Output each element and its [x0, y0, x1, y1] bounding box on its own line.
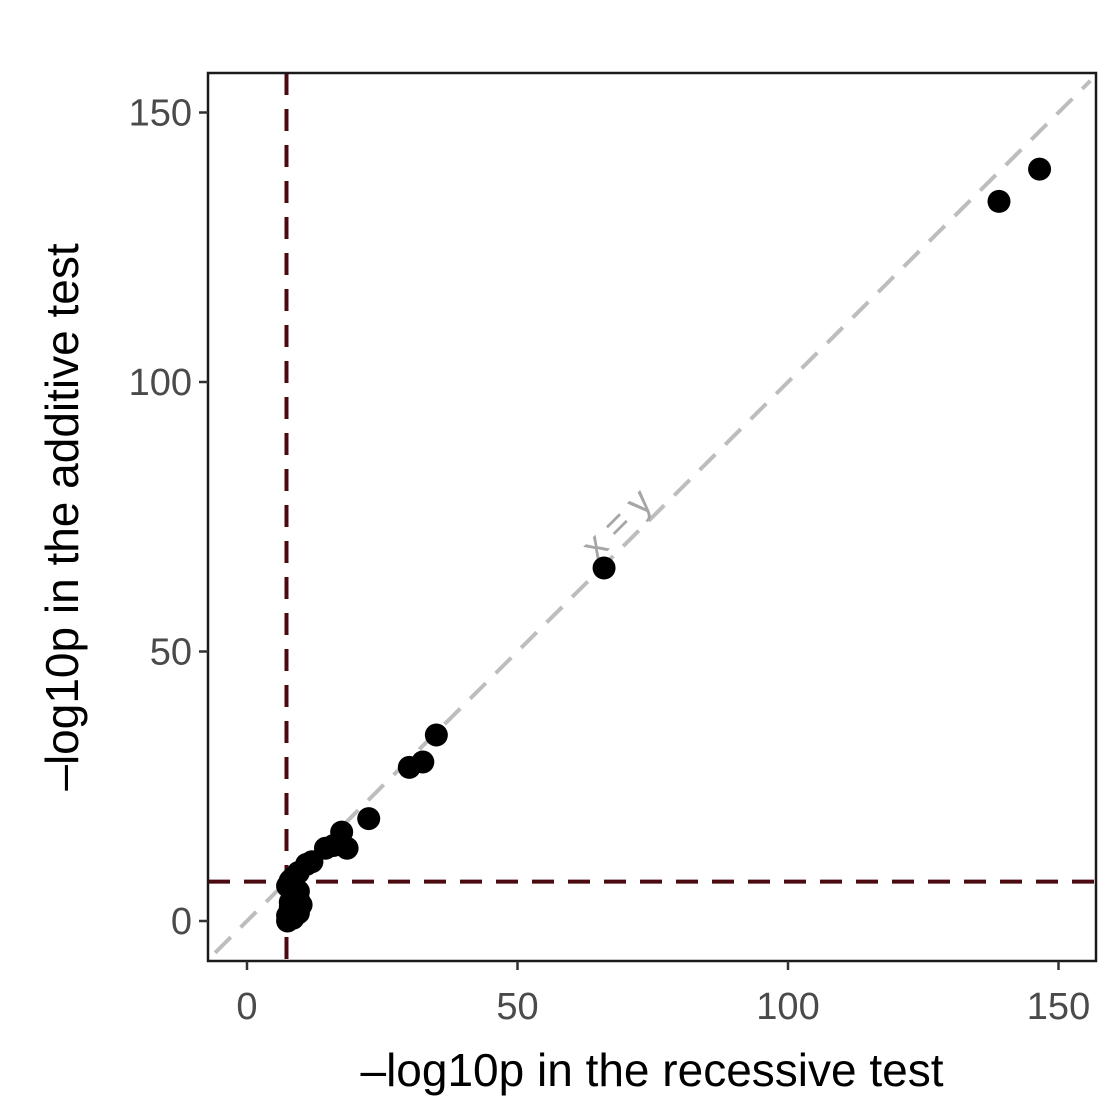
- y-tick-label-100: 100: [129, 362, 192, 404]
- data-point-6: [357, 807, 381, 831]
- y-axis: 0 50 100 150: [129, 93, 208, 943]
- y-tick-label-50: 50: [150, 632, 192, 674]
- y-axis-title: –log10p in the additive test: [36, 243, 88, 791]
- x-tick-label-0: 0: [236, 986, 257, 1028]
- y-tick-label-0: 0: [171, 901, 192, 943]
- y-tick-label-150: 150: [129, 93, 192, 135]
- data-point-1: [987, 189, 1011, 213]
- data-point-0: [1028, 157, 1052, 181]
- data-point-2: [592, 556, 616, 580]
- x-tick-label-100: 100: [756, 986, 819, 1028]
- x-axis: 0 50 100 150: [236, 961, 1090, 1028]
- x-axis-title: –log10p in the recessive test: [360, 1044, 943, 1096]
- data-point-3: [424, 723, 448, 747]
- x-tick-label-50: 50: [496, 986, 538, 1028]
- data-point-5: [397, 755, 421, 779]
- data-point-27: [276, 909, 300, 933]
- plot-panel-border: [206, 71, 1098, 963]
- x-tick-label-150: 150: [1027, 986, 1090, 1028]
- data-points: [276, 157, 1052, 933]
- diagonal-reference-line: [213, 79, 1092, 955]
- diagonal-label: x = y: [574, 481, 661, 568]
